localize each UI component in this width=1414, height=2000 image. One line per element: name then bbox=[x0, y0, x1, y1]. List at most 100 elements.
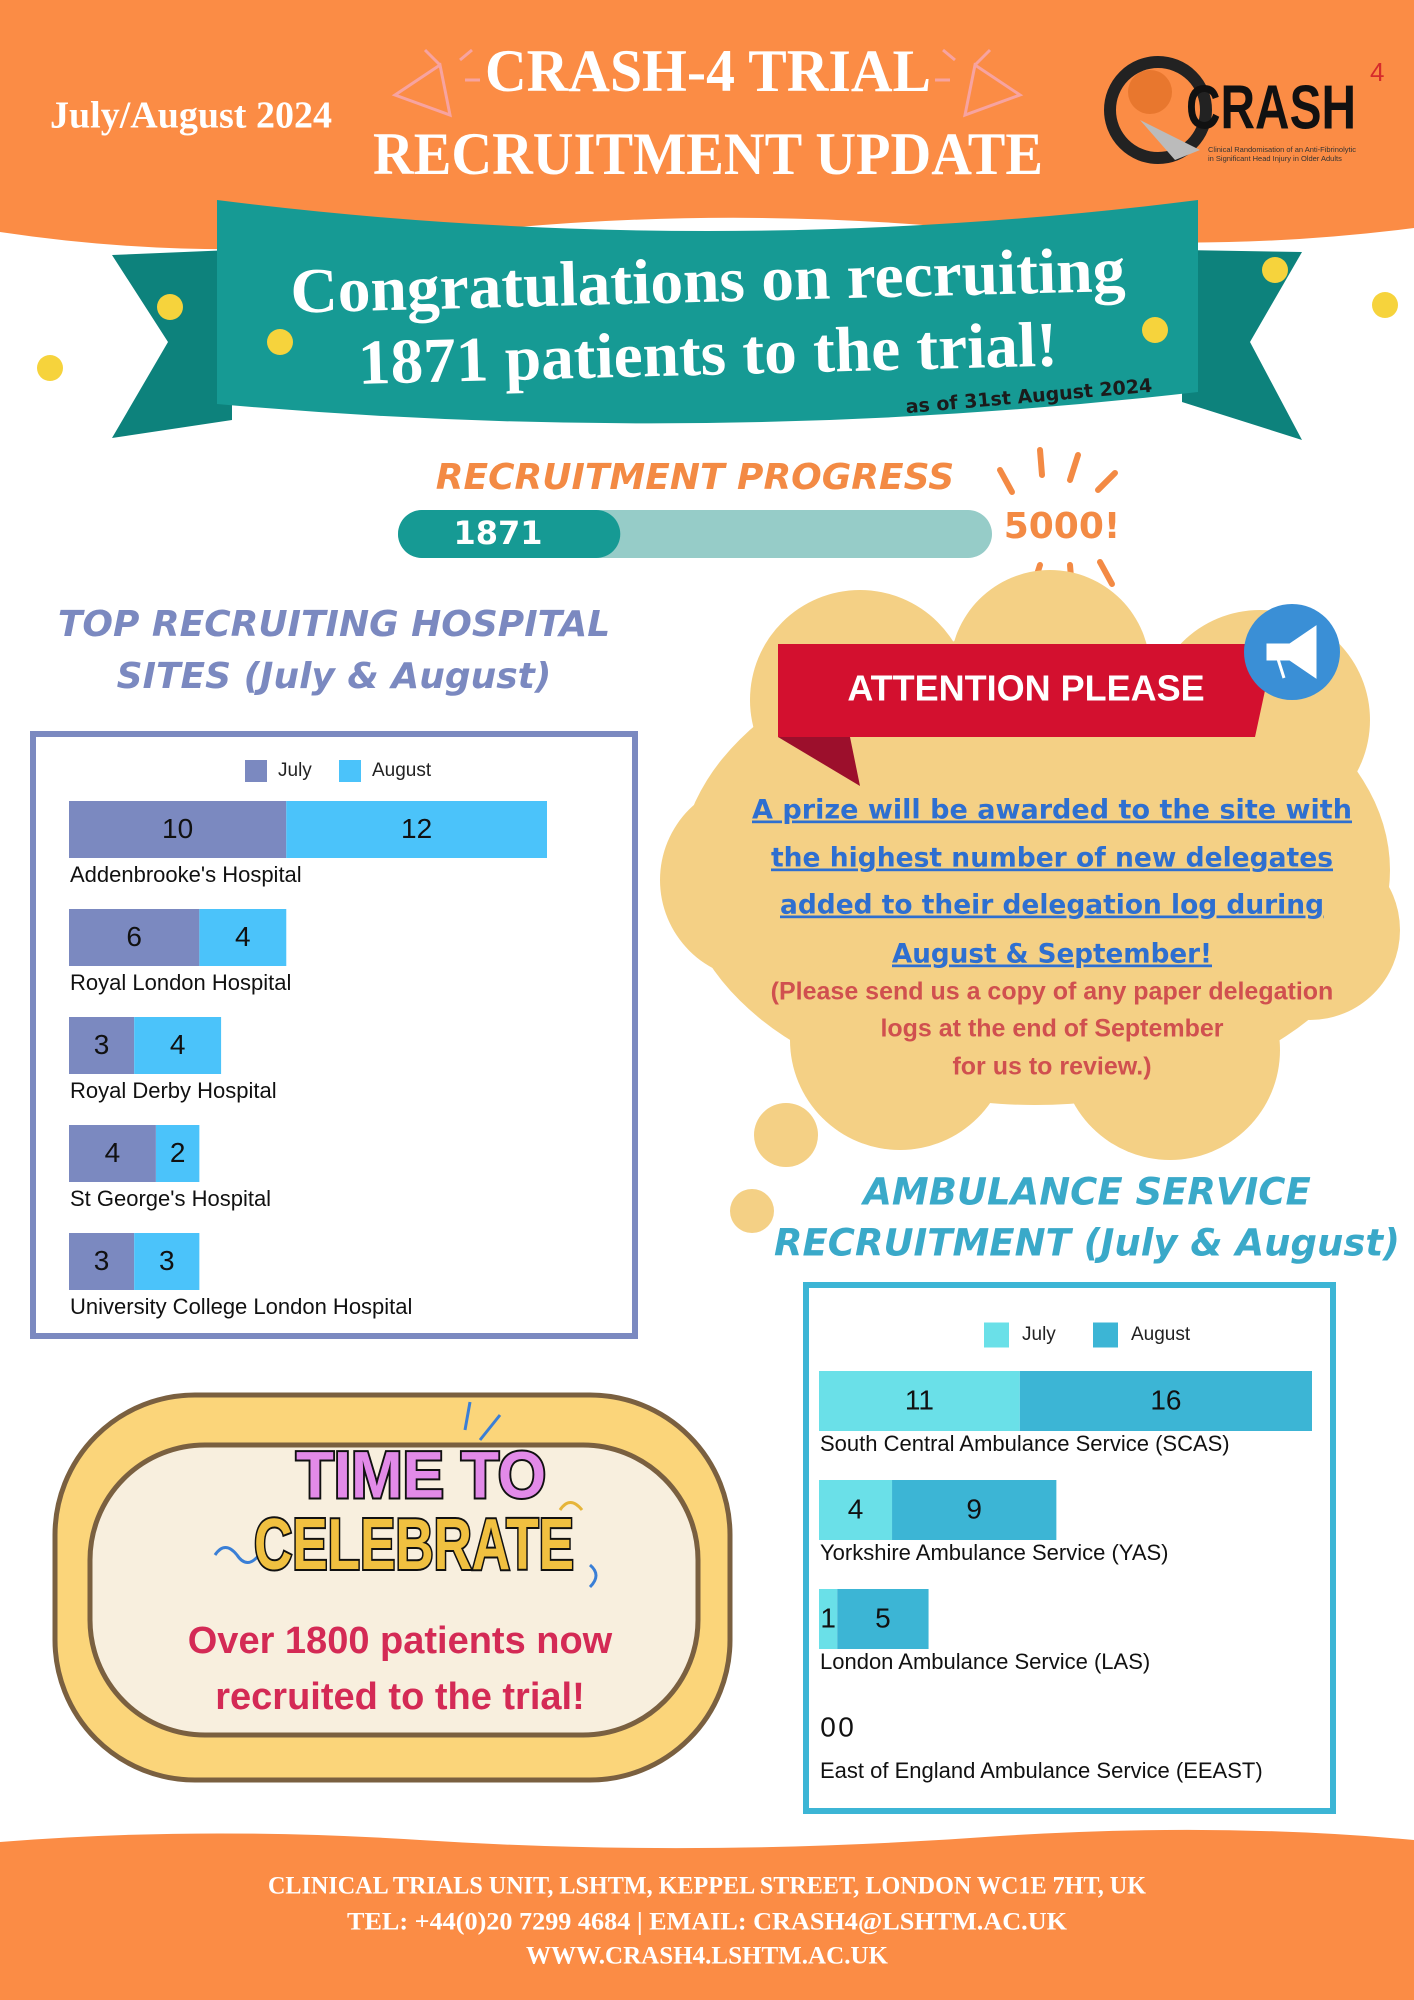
legend-swatch bbox=[984, 1322, 1009, 1348]
logo: CRASH 4 Clinical Randomisation of an Ant… bbox=[1104, 56, 1384, 164]
chart-title: RECRUITMENT (July & August) bbox=[774, 1222, 1400, 1265]
bar-segment bbox=[69, 1233, 135, 1290]
celebrate-line: recruited to the trial! bbox=[215, 1676, 585, 1718]
issue-date: July/August 2024 bbox=[50, 95, 332, 137]
progress-title: RECRUITMENT PROGRESS bbox=[436, 457, 954, 498]
attention-note: (Please send us a copy of any paper dele… bbox=[771, 978, 1334, 1081]
megaphone-icon bbox=[1266, 625, 1317, 679]
burst-line bbox=[1037, 447, 1045, 478]
ribbon-tail bbox=[112, 250, 232, 438]
bar-chart: July August 10 12 Addenbrooke's Hospital 6 4 Ro… bbox=[69, 760, 547, 1319]
bar-value-label: 1 bbox=[820, 1602, 836, 1633]
legend-label: August bbox=[1131, 1324, 1191, 1345]
star bbox=[37, 355, 63, 381]
progress-value: 1871 bbox=[453, 514, 542, 552]
bar-value-label: 3 bbox=[94, 1029, 110, 1060]
note-line: logs at the end of September bbox=[880, 1015, 1223, 1043]
category-label: Royal Derby Hospital bbox=[70, 1078, 277, 1103]
ribbon bbox=[217, 200, 1198, 424]
title-line: RECRUITMENT UPDATE bbox=[373, 121, 1043, 187]
prize-text: A prize will be awarded to the site with… bbox=[752, 795, 1352, 970]
star bbox=[1372, 292, 1398, 318]
title-line: CRASH-4 TRIAL bbox=[485, 38, 931, 104]
legend-swatch bbox=[339, 760, 361, 782]
category-label: St George's Hospital bbox=[70, 1186, 271, 1211]
megaphone-doodles bbox=[391, 48, 1024, 118]
bar-segment bbox=[286, 801, 547, 858]
bar-value-label: 4 bbox=[235, 921, 251, 952]
bar-segment bbox=[1019, 1371, 1312, 1431]
confetti-curl bbox=[558, 1501, 584, 1511]
bar-value-label: 6 bbox=[126, 921, 142, 952]
stars bbox=[37, 257, 1398, 381]
burst-line bbox=[1095, 470, 1118, 493]
cloud-bump bbox=[790, 930, 1010, 1150]
celebrate-art: TIME TO bbox=[296, 1437, 546, 1511]
bar-value-label: 10 bbox=[162, 813, 193, 844]
cloud-bump bbox=[660, 780, 860, 980]
confetti-curl bbox=[588, 1563, 598, 1589]
bar-value-label: 12 bbox=[401, 813, 432, 844]
chart-title: AMBULANCE SERVICE bbox=[860, 1171, 1310, 1214]
cloud-bump bbox=[1220, 840, 1400, 1020]
bar-segment bbox=[837, 1589, 929, 1649]
footer-line: WWW.CRASH4.LSHTM.AC.UK bbox=[526, 1943, 889, 1970]
prize-line: the highest number of new delegates bbox=[771, 843, 1333, 874]
bar-value-label: 3 bbox=[94, 1245, 110, 1276]
celebrate-art: CELEBRATE bbox=[254, 1505, 574, 1585]
bar-value-label: 4 bbox=[105, 1137, 121, 1168]
progress-target: 5000! bbox=[1004, 506, 1121, 547]
cloud-puff bbox=[754, 1103, 818, 1167]
bar-chart: July August 11 16 South Central Ambulance Se… bbox=[819, 1322, 1312, 1783]
logo-tagline: in Significant Head Injury in Older Adul… bbox=[1208, 154, 1342, 163]
category-label: Royal London Hospital bbox=[70, 970, 291, 995]
logo-name: CRASH bbox=[1186, 73, 1356, 142]
doodle bbox=[935, 48, 1024, 118]
prize-line: added to their delegation log during bbox=[780, 890, 1324, 921]
category-label: London Ambulance Service (LAS) bbox=[820, 1649, 1150, 1674]
bar-segment bbox=[69, 1125, 156, 1182]
bar-value-label: 16 bbox=[1150, 1384, 1181, 1415]
cloud-puff bbox=[730, 1189, 774, 1233]
bar-segment bbox=[819, 1371, 1020, 1431]
attention-banner bbox=[778, 644, 1275, 737]
prize-line: A prize will be awarded to the site with bbox=[752, 795, 1352, 826]
footer-band bbox=[0, 1829, 1414, 2000]
bar-segment bbox=[892, 1480, 1057, 1540]
category-label: Yorkshire Ambulance Service (YAS) bbox=[820, 1540, 1169, 1565]
prize-line: August & September! bbox=[892, 939, 1212, 970]
cloud-bump bbox=[1060, 940, 1280, 1160]
celebrate-panel bbox=[87, 1442, 701, 1738]
bar-value-label: 4 bbox=[848, 1493, 864, 1524]
burst-line bbox=[997, 467, 1015, 495]
star bbox=[267, 329, 293, 355]
category-label: East of England Ambulance Service (EEAST… bbox=[820, 1758, 1263, 1783]
star bbox=[157, 294, 183, 320]
legend-swatch bbox=[1093, 1322, 1118, 1348]
burst-line bbox=[1067, 452, 1081, 483]
logo-number: 4 bbox=[1370, 57, 1384, 87]
confetti-line bbox=[463, 1401, 502, 1441]
logo-head bbox=[1140, 120, 1200, 160]
attention-title: ATTENTION PLEASE bbox=[847, 668, 1204, 709]
header-band bbox=[0, 0, 1414, 250]
bar-segment bbox=[69, 1017, 135, 1074]
bar-value-label: 9 bbox=[966, 1493, 982, 1524]
star bbox=[1262, 257, 1288, 283]
category-label: South Central Ambulance Service (SCAS) bbox=[820, 1431, 1230, 1456]
ribbon-fold bbox=[778, 737, 860, 786]
bar-value-label: 2 bbox=[170, 1137, 186, 1168]
confetti bbox=[213, 1401, 598, 1589]
legend-label: August bbox=[372, 760, 432, 781]
note-line: (Please send us a copy of any paper dele… bbox=[771, 978, 1334, 1006]
footer-line: TEL: +44(0)20 7299 4684 | EMAIL: CRASH4@… bbox=[347, 1909, 1068, 1936]
star bbox=[1142, 317, 1168, 343]
logo-tree bbox=[1128, 70, 1172, 114]
bar-segment bbox=[819, 1480, 893, 1540]
bar-segment bbox=[134, 1233, 200, 1290]
bar-segment bbox=[134, 1017, 222, 1074]
note-line: for us to review.) bbox=[952, 1053, 1151, 1081]
